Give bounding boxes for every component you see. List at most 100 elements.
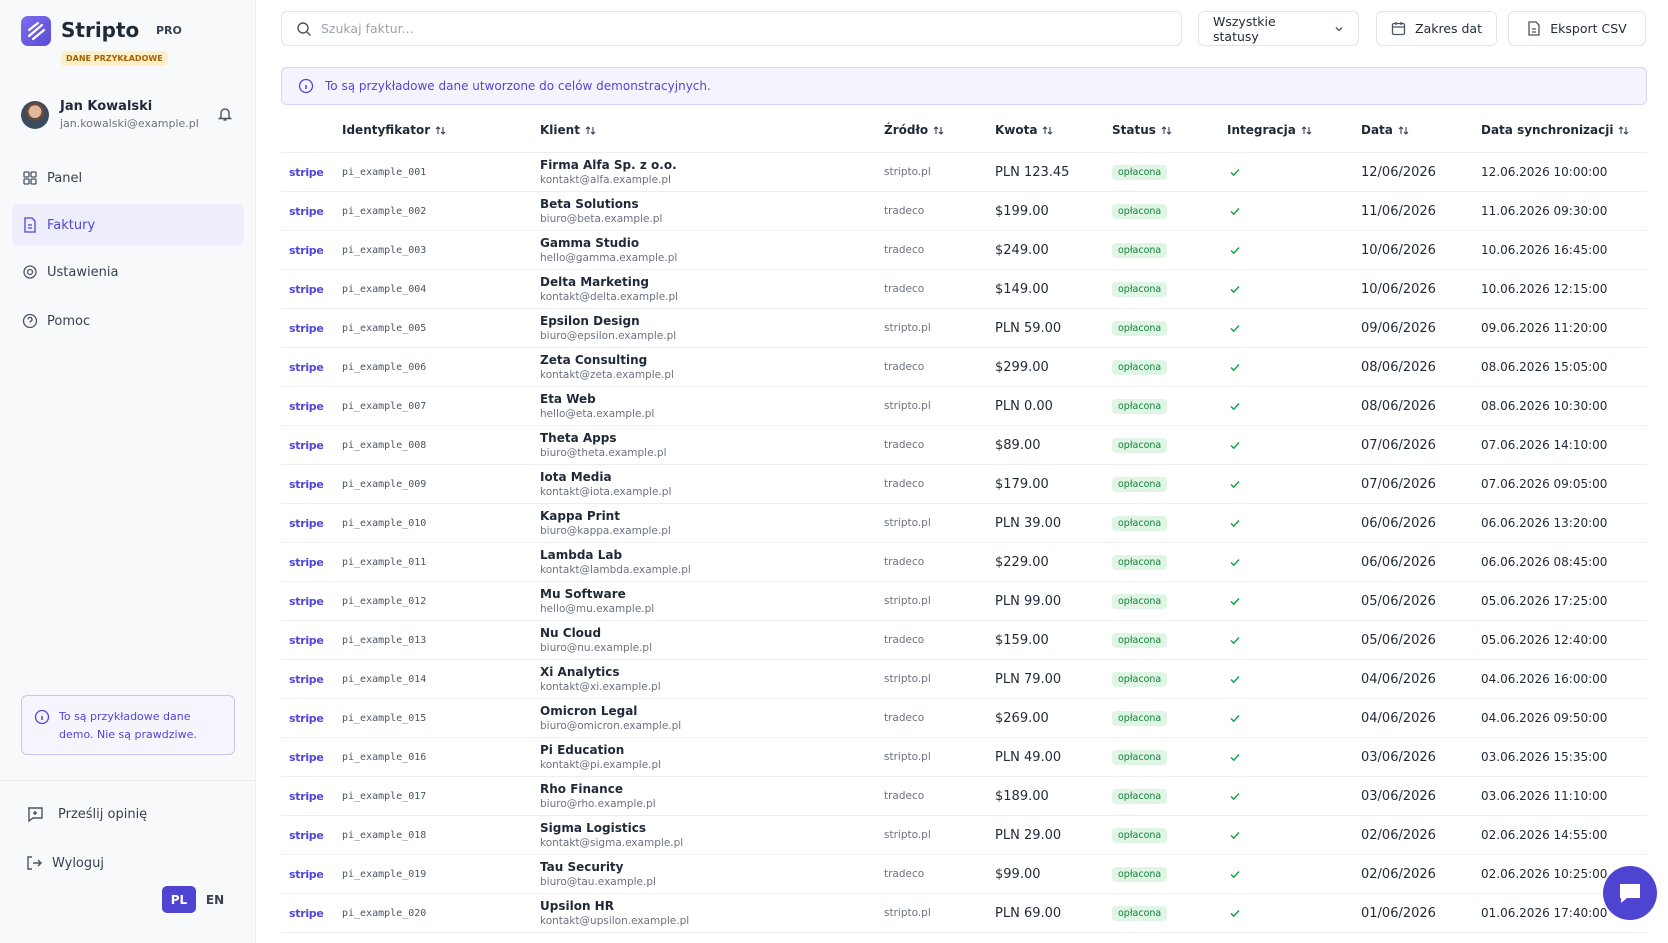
invoice-row[interactable]: stripe pi_example_004 Delta Marketing konta… <box>281 270 1647 309</box>
date: 07/06/2026 <box>1361 437 1436 453</box>
provider-logo: stripe <box>289 828 324 842</box>
provider-logo: stripe <box>289 243 324 257</box>
invoice-row[interactable]: stripe pi_example_010 Kappa Print biuro@kap… <box>281 504 1647 543</box>
source: tradeco <box>884 439 925 451</box>
invoice-id: pi_example_009 <box>342 478 427 490</box>
column-title: Data <box>1361 123 1393 137</box>
column-header[interactable]: Data <box>1361 123 1481 137</box>
lang-en[interactable]: EN <box>205 892 225 907</box>
date: 08/06/2026 <box>1361 359 1436 375</box>
client-name: Nu Cloud <box>540 625 602 640</box>
client-name: Pi Education <box>540 742 625 757</box>
amount: $269.00 <box>995 710 1049 726</box>
status-badge: opłacona <box>1112 905 1168 921</box>
column-header[interactable]: Identyfikator <box>342 123 540 137</box>
nav-label: Panel <box>47 170 83 186</box>
column-header[interactable]: Status <box>1112 123 1227 137</box>
source: tradeco <box>884 790 925 802</box>
search-input[interactable]: Szukaj faktur... <box>281 11 1182 46</box>
invoice-row[interactable]: stripe pi_example_001 Firma Alfa Sp. z o.o… <box>281 153 1647 192</box>
lang-pl[interactable]: PL <box>162 886 196 913</box>
amount: $189.00 <box>995 788 1049 804</box>
date: 09/06/2026 <box>1361 320 1436 336</box>
status-badge: opłacona <box>1112 476 1168 492</box>
invoice-row[interactable]: stripe pi_example_013 Nu Cloud biuro@nu.exa… <box>281 621 1647 660</box>
column-header[interactable]: Źródło <box>884 123 995 137</box>
invoice-row[interactable]: stripe pi_example_020 Upsilon HR kontakt@up… <box>281 894 1647 933</box>
avatar[interactable] <box>21 101 49 129</box>
invoice-row[interactable]: stripe pi_example_019 Tau Security biuro@ta… <box>281 855 1647 894</box>
integration-check <box>1227 670 1361 689</box>
invoice-row[interactable]: stripe pi_example_018 Sigma Logistics konta… <box>281 816 1647 855</box>
invoice-row[interactable]: stripe pi_example_014 Xi Analytics kontakt@… <box>281 660 1647 699</box>
client-name: Kappa Print <box>540 508 620 523</box>
invoice-id: pi_example_003 <box>342 244 427 256</box>
invoice-row[interactable]: stripe pi_example_016 Pi Education kontakt@… <box>281 738 1647 777</box>
export-csv[interactable]: Eksport CSV <box>1508 11 1646 46</box>
sync-date: 03.06.2026 11:10:00 <box>1481 789 1608 803</box>
source: stripto.pl <box>884 751 931 763</box>
client-cell: Eta Web hello@eta.example.pl <box>540 392 884 421</box>
client-email: kontakt@xi.example.pl <box>540 680 661 693</box>
invoice-id: pi_example_010 <box>342 517 427 529</box>
client-email: biuro@theta.example.pl <box>540 446 667 459</box>
invoice-id: pi_example_002 <box>342 205 427 217</box>
chat-button[interactable] <box>1603 866 1657 920</box>
logout-label: Wyloguj <box>52 855 104 871</box>
invoice-row[interactable]: stripe pi_example_002 Beta Solutions biuro@… <box>281 192 1647 231</box>
column-title: Status <box>1112 123 1156 137</box>
client-name: Beta Solutions <box>540 196 639 211</box>
invoice-row[interactable]: stripe pi_example_011 Lambda Lab kontakt@la… <box>281 543 1647 582</box>
client-name: Zeta Consulting <box>540 352 648 367</box>
divider <box>0 780 255 781</box>
client-email: kontakt@lambda.example.pl <box>540 563 691 576</box>
feedback-button[interactable]: Prześlij opinię <box>26 805 147 823</box>
bell-icon[interactable] <box>217 106 233 122</box>
date-range[interactable]: Zakres dat <box>1376 11 1497 46</box>
client-cell: Delta Marketing kontakt@delta.example.pl <box>540 275 884 304</box>
brand[interactable]: Stripto <box>61 18 140 42</box>
client-name: Mu Software <box>540 586 626 601</box>
source: tradeco <box>884 868 925 880</box>
invoice-id: pi_example_014 <box>342 673 427 685</box>
column-header[interactable]: Klient <box>540 123 884 137</box>
column-header[interactable]: Kwota <box>995 123 1112 137</box>
invoice-row[interactable]: stripe pi_example_008 Theta Apps biuro@thet… <box>281 426 1647 465</box>
logo-icon[interactable] <box>21 16 51 46</box>
integration-check <box>1227 202 1361 221</box>
status-badge: opłacona <box>1112 749 1168 765</box>
invoice-row[interactable]: stripe pi_example_017 Rho Finance biuro@rho… <box>281 777 1647 816</box>
invoice-row[interactable]: stripe pi_example_009 Iota Media kontakt@io… <box>281 465 1647 504</box>
info-banner: To są przykładowe dane utworzone do celó… <box>281 67 1647 105</box>
client-email: kontakt@upsilon.example.pl <box>540 914 690 927</box>
amount: PLN 39.00 <box>995 515 1062 531</box>
invoice-row[interactable]: stripe pi_example_015 Omicron Legal biuro@o… <box>281 699 1647 738</box>
column-header[interactable]: Integracja <box>1227 123 1361 137</box>
status-filter[interactable]: Wszystkie statusy <box>1198 11 1359 46</box>
date: 07/06/2026 <box>1361 476 1436 492</box>
amount: $299.00 <box>995 359 1049 375</box>
nav-item[interactable]: Pomoc <box>12 300 244 342</box>
invoice-id: pi_example_001 <box>342 166 427 178</box>
nav-item[interactable]: Panel <box>12 157 244 199</box>
invoice-row[interactable]: stripe pi_example_012 Mu Software hello@mu.… <box>281 582 1647 621</box>
logout-button[interactable]: Wyloguj <box>26 855 104 871</box>
invoice-id: pi_example_004 <box>342 283 427 295</box>
nav-item[interactable]: Faktury <box>12 204 244 246</box>
nav-icon <box>23 265 37 279</box>
invoice-row[interactable]: stripe pi_example_007 Eta Web hello@eta.exa… <box>281 387 1647 426</box>
amount: $199.00 <box>995 203 1049 219</box>
sync-date: 05.06.2026 12:40:00 <box>1481 633 1608 647</box>
column-header[interactable]: Data synchronizacji <box>1481 123 1647 137</box>
client-name: Lambda Lab <box>540 547 623 562</box>
sync-date: 04.06.2026 16:00:00 <box>1481 672 1608 686</box>
integration-check <box>1227 319 1361 338</box>
invoice-row[interactable]: stripe pi_example_003 Gamma Studio hello@ga… <box>281 231 1647 270</box>
source: stripto.pl <box>884 595 931 607</box>
invoice-row[interactable]: stripe pi_example_005 Epsilon Design biuro@… <box>281 309 1647 348</box>
invoice-row[interactable]: stripe pi_example_006 Zeta Consulting konta… <box>281 348 1647 387</box>
client-name: Gamma Studio <box>540 235 640 250</box>
sync-date: 09.06.2026 11:20:00 <box>1481 321 1608 335</box>
nav-item[interactable]: Ustawienia <box>12 251 244 293</box>
